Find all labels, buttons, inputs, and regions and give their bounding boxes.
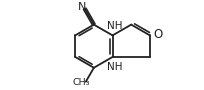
Text: CH₃: CH₃: [72, 78, 89, 87]
Text: NH: NH: [106, 62, 121, 72]
Text: N: N: [78, 2, 86, 12]
Text: NH: NH: [106, 21, 121, 31]
Text: O: O: [153, 28, 162, 41]
